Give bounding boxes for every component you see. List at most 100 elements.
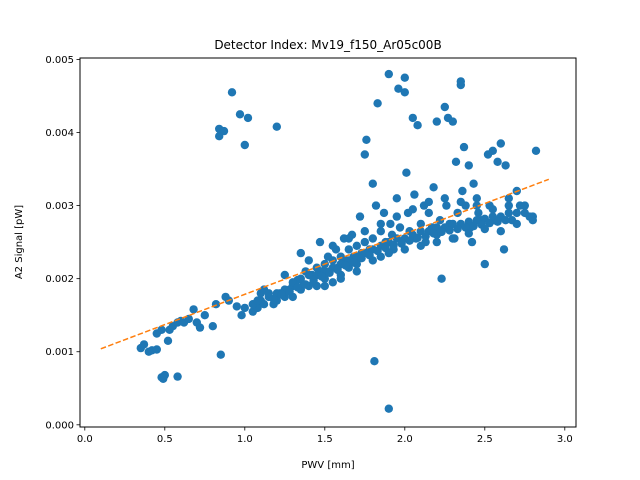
data-point (152, 345, 161, 354)
data-point (453, 208, 462, 218)
data-point (485, 218, 494, 228)
data-point (408, 113, 417, 123)
data-point (333, 265, 342, 275)
data-point (410, 190, 419, 199)
data-point (243, 113, 253, 123)
data-point (200, 311, 209, 320)
data-point (219, 126, 229, 136)
y-tick-label: 0.001 (45, 347, 74, 358)
x-axis: 0.0 0.5 1.0 1.5 2.0 2.5 3.0 (77, 427, 573, 445)
data-point (235, 110, 245, 119)
data-point (435, 216, 445, 225)
data-point (341, 261, 350, 270)
data-point (315, 237, 325, 247)
data-point (402, 168, 411, 177)
data-point (467, 237, 477, 247)
data-point (504, 201, 513, 210)
data-point (445, 226, 454, 235)
data-point (173, 372, 182, 381)
data-point (416, 241, 425, 250)
y-tick-label: 0.003 (45, 201, 74, 212)
data-point (277, 290, 286, 299)
data-point (395, 223, 405, 232)
x-axis-label: PWV [mm] (301, 460, 354, 471)
data-point (370, 357, 379, 366)
data-point (373, 246, 382, 256)
data-point (392, 212, 401, 221)
data-point (394, 84, 403, 93)
data-point (352, 241, 361, 250)
data-point (208, 322, 217, 331)
data-point (355, 212, 365, 221)
data-point (384, 404, 393, 413)
data-point (384, 248, 393, 258)
data-point (237, 311, 246, 320)
data-point (469, 221, 478, 231)
x-tick-label: 3.0 (557, 434, 573, 445)
data-point (320, 281, 329, 291)
data-point (499, 245, 509, 254)
data-point (296, 248, 305, 258)
data-point (469, 179, 478, 188)
data-point (357, 254, 366, 263)
chart-title: Detector Index: Mv19_f150_Ar05c00B (214, 38, 441, 52)
data-point (424, 208, 433, 218)
data-point (211, 300, 221, 309)
data-point (304, 256, 313, 265)
data-point (464, 229, 473, 238)
data-point (189, 305, 198, 314)
data-point (501, 216, 510, 225)
data-point (440, 194, 449, 203)
data-point (448, 117, 457, 126)
data-point (349, 258, 358, 267)
data-point (416, 219, 425, 229)
data-point (160, 370, 169, 380)
data-point (493, 157, 502, 166)
x-tick-label: 2.5 (477, 434, 493, 445)
data-point (405, 236, 414, 245)
y-axis-label: A2 Signal [pW] (14, 205, 25, 279)
data-point (371, 201, 381, 210)
data-point (163, 336, 173, 345)
data-point (232, 302, 241, 311)
data-point (376, 219, 385, 229)
data-point (488, 205, 497, 214)
data-point (240, 303, 249, 313)
x-tick-label: 0.0 (77, 434, 93, 445)
data-point (531, 146, 541, 155)
data-point (336, 274, 345, 283)
data-point (456, 77, 465, 86)
data-point (344, 245, 353, 254)
data-point (379, 208, 389, 218)
data-point (488, 146, 497, 155)
data-point (389, 240, 398, 250)
data-point (376, 227, 385, 236)
data-point (413, 121, 422, 130)
data-point (408, 205, 417, 214)
data-point (440, 102, 449, 112)
plot-frame (79, 57, 577, 428)
data-point (437, 274, 446, 283)
data-point (301, 280, 310, 289)
y-axis: 0.000 0.001 0.002 0.003 0.004 0.005 (45, 55, 80, 431)
x-tick-label: 1.0 (237, 434, 253, 445)
data-point (360, 150, 369, 159)
data-point (432, 117, 441, 126)
data-point (264, 289, 273, 298)
data-point (429, 183, 438, 192)
data-point (400, 245, 409, 254)
points-layer (136, 69, 541, 413)
data-point (464, 161, 473, 170)
data-point (451, 157, 461, 166)
data-point (240, 140, 249, 150)
data-point (504, 194, 513, 203)
data-point (352, 267, 361, 276)
data-point (368, 179, 377, 188)
x-tick-label: 2.0 (397, 434, 413, 445)
data-point (448, 234, 457, 243)
data-point (400, 73, 409, 82)
data-point (458, 186, 467, 196)
data-point (157, 325, 166, 334)
data-point (397, 237, 406, 247)
